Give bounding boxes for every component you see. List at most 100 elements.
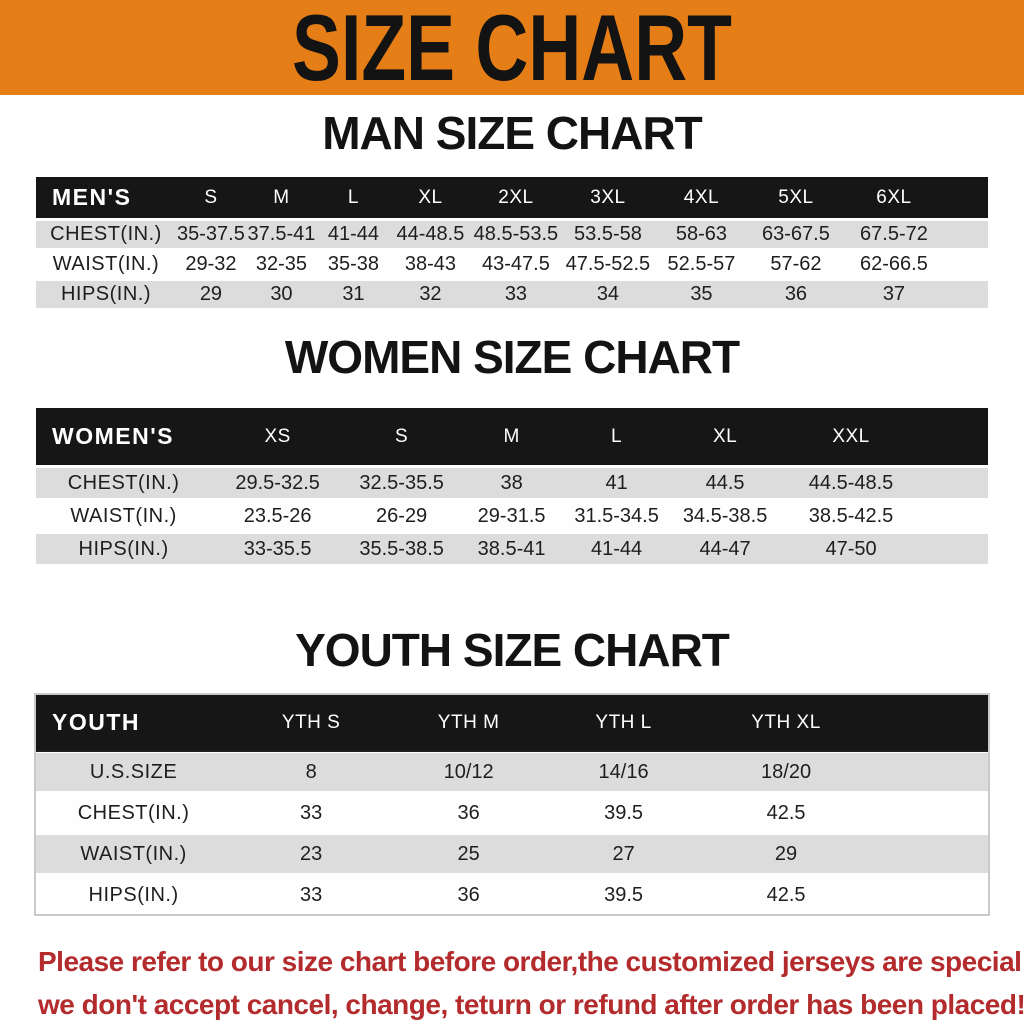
column-header: L	[347, 186, 359, 208]
men-chest-row: CHEST(IN.) 35-37.5 37.5-41 41-44 44-48.5…	[36, 221, 988, 248]
table-cell: 23.5-26	[243, 504, 312, 527]
row-label: HIPS(IN.)	[60, 283, 151, 305]
column-header: 4XL	[683, 186, 720, 208]
table-cell: 18/20	[761, 760, 812, 783]
table-cell: 35-37.5	[177, 223, 245, 245]
table-cell: 39.5	[604, 801, 644, 824]
men-waist-row: WAIST(IN.) 29-32 32-35 35-38 38-43 43-47…	[36, 251, 988, 278]
men-table: MEN'S S M L XL 2XL 3XL 4XL 5XL 6XL CHEST…	[36, 177, 988, 308]
table-cell: 43-47.5	[482, 253, 550, 275]
table-cell: 33	[300, 883, 323, 906]
youth-ussize-row: U.S.SIZE 8 10/12 14/16 18/20	[36, 753, 988, 791]
table-cell: 33-35.5	[243, 537, 312, 560]
table-cell: 35-38	[327, 253, 380, 275]
table-cell: 34.5-38.5	[682, 504, 768, 527]
section-men: MAN SIZE CHART MEN'S S M L XL 2XL 3XL 4X…	[0, 110, 1024, 308]
table-cell: 44-47	[699, 537, 751, 560]
column-header: M	[273, 186, 290, 208]
youth-hips-row: HIPS(IN.) 33 36 39.5 42.5	[36, 876, 988, 914]
column-header: S	[395, 425, 409, 447]
table-cell: 31.5-34.5	[574, 504, 659, 527]
column-header: XS	[264, 425, 291, 447]
table-cell: 36	[457, 801, 480, 824]
table-cell: 44.5-48.5	[808, 471, 894, 494]
table-cell: 38.5-42.5	[808, 504, 894, 527]
table-cell: 67.5-72	[860, 223, 928, 245]
table-cell: 35.5-38.5	[359, 537, 444, 560]
table-cell: 47-50	[825, 537, 877, 560]
youth-table: YOUTH YTH S YTH M YTH L YTH XL U.S.SIZE …	[34, 693, 990, 916]
women-table-title: WOMEN'S	[52, 423, 175, 449]
column-header: M	[503, 425, 520, 447]
youth-table-title: YOUTH	[52, 709, 140, 735]
table-cell: 23	[300, 842, 323, 865]
column-header: YTH M	[437, 711, 500, 733]
women-table-header: WOMEN'S XS S M L XL XXL	[36, 408, 988, 465]
table-cell: 29	[774, 842, 798, 865]
table-cell: 27	[612, 842, 635, 865]
footer-note-line-2: we don't accept cancel, change, teturn o…	[38, 989, 1024, 1020]
table-cell: 42.5	[766, 883, 806, 906]
table-cell: 29-31.5	[477, 504, 546, 527]
table-cell: 41-44	[327, 223, 380, 245]
column-header: YTH L	[595, 711, 652, 733]
row-label: CHEST(IN.)	[77, 801, 190, 824]
table-cell: 31	[342, 283, 365, 305]
table-cell: 32.5-35.5	[359, 471, 444, 494]
table-cell: 36	[457, 883, 480, 906]
column-header: 2XL	[498, 186, 534, 208]
column-header: 6XL	[876, 186, 912, 208]
column-header: L	[611, 425, 623, 447]
footer-note: Please refer to our size chart before or…	[38, 940, 1024, 1026]
column-header: XL	[712, 425, 738, 447]
table-cell: 29-32	[185, 253, 237, 275]
row-label: HIPS(IN.)	[88, 883, 179, 906]
row-label: U.S.SIZE	[89, 760, 178, 783]
table-cell: 29	[199, 283, 223, 305]
table-cell: 33	[300, 801, 323, 824]
women-chest-row: CHEST(IN.) 29.5-32.5 32.5-35.5 38 41 44.…	[36, 468, 988, 498]
table-cell: 35	[690, 283, 713, 305]
women-heading: WOMEN SIZE CHART	[284, 331, 740, 383]
column-header: YTH S	[281, 711, 341, 733]
youth-heading: YOUTH SIZE CHART	[295, 624, 730, 676]
men-table-title: MEN'S	[52, 184, 132, 210]
row-label: CHEST(IN.)	[50, 223, 162, 245]
row-label: WAIST(IN.)	[80, 842, 187, 865]
table-cell: 58-63	[675, 223, 728, 245]
table-cell: 38-43	[404, 253, 457, 275]
table-cell: 41	[605, 471, 628, 494]
youth-table-header: YOUTH YTH S YTH M YTH L YTH XL	[34, 693, 990, 752]
column-header: XXL	[832, 425, 870, 447]
banner: SIZE CHART	[0, 0, 1024, 95]
table-cell: 41-44	[591, 537, 643, 560]
table-cell: 57-62	[770, 253, 822, 275]
table-cell: 29.5-32.5	[235, 471, 320, 494]
table-cell: 52.5-57	[667, 253, 736, 275]
table-cell: 30	[270, 283, 293, 305]
table-cell: 32-35	[255, 253, 308, 275]
table-cell: 44-48.5	[396, 223, 465, 245]
column-header: YTH XL	[751, 711, 821, 733]
column-header: S	[204, 186, 218, 208]
table-cell: 8	[305, 760, 317, 783]
banner-title: SIZE CHART	[292, 0, 732, 100]
table-cell: 25	[457, 842, 480, 865]
table-cell: 38	[500, 471, 523, 494]
row-label: WAIST(IN.)	[70, 504, 177, 527]
footer-note-line-1: Please refer to our size chart before or…	[38, 946, 1024, 977]
youth-waist-row: WAIST(IN.) 23 25 27 29	[36, 835, 988, 873]
table-cell: 63-67.5	[762, 223, 830, 245]
men-heading: MAN SIZE CHART	[322, 107, 703, 159]
column-header: XL	[418, 186, 443, 208]
women-hips-row: HIPS(IN.) 33-35.5 35.5-38.5 38.5-41 41-4…	[36, 534, 988, 564]
column-header: 3XL	[590, 186, 626, 208]
table-cell: 37	[882, 283, 906, 305]
row-label: CHEST(IN.)	[67, 471, 180, 494]
men-table-header: MEN'S S M L XL 2XL 3XL 4XL 5XL 6XL	[36, 177, 988, 218]
men-hips-row: HIPS(IN.) 29 30 31 32 33 34 35 36 37	[36, 281, 988, 308]
table-cell: 14/16	[598, 760, 649, 783]
youth-chest-row: CHEST(IN.) 33 36 39.5 42.5	[36, 794, 988, 832]
women-table: WOMEN'S XS S M L XL XXL CHEST(IN.) 29.5-…	[36, 408, 988, 564]
table-cell: 36	[784, 283, 808, 305]
